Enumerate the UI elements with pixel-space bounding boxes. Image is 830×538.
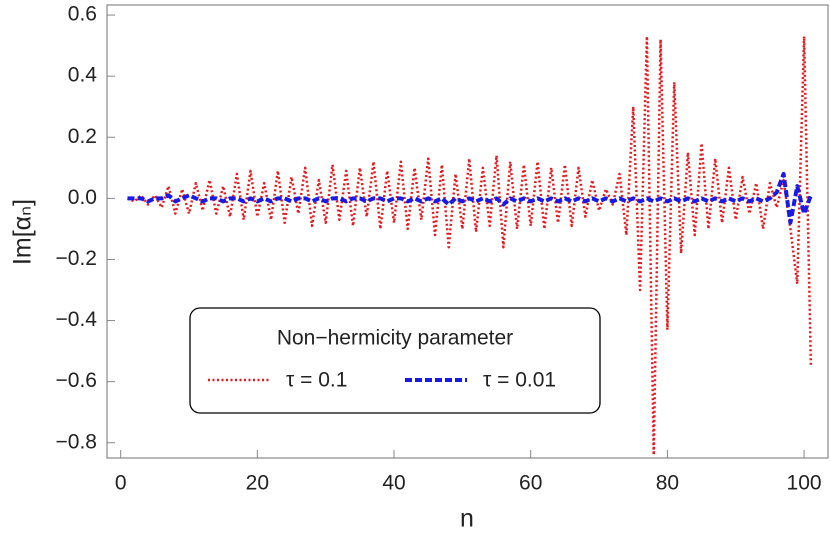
y-tick-label: 0.4 [68,64,98,87]
legend-label: τ = 0.1 [286,369,347,392]
y-tick-label: −0.2 [56,247,97,270]
legend-box [189,307,601,414]
legend-title: Non−hermicity parameter [277,327,513,350]
series-line [127,171,813,225]
x-tick-label: 80 [656,472,679,495]
y-axis-label: Im[αₙ] [9,199,37,265]
plot-frame [106,4,829,459]
y-tick-label: 0.6 [68,3,97,26]
legend: Non−hermicity parameter τ = 0.1 τ = 0.01 [189,307,601,414]
series-line [126,35,813,457]
y-tick-label: −0.6 [56,369,97,392]
x-tick-label: 60 [519,472,542,495]
legend-label: τ = 0.01 [483,369,556,392]
x-tick-label: 40 [382,472,405,495]
y-tick-label: 0.2 [68,125,97,148]
y-tick-label: −0.8 [56,430,97,453]
y-tick-label: −0.4 [56,308,98,331]
x-tick-label: 20 [246,472,269,495]
y-tick-label: 0.0 [68,186,97,209]
x-tick-label: 100 [787,472,822,495]
x-axis-label: n [460,505,474,533]
x-tick-label: 0 [115,472,127,495]
